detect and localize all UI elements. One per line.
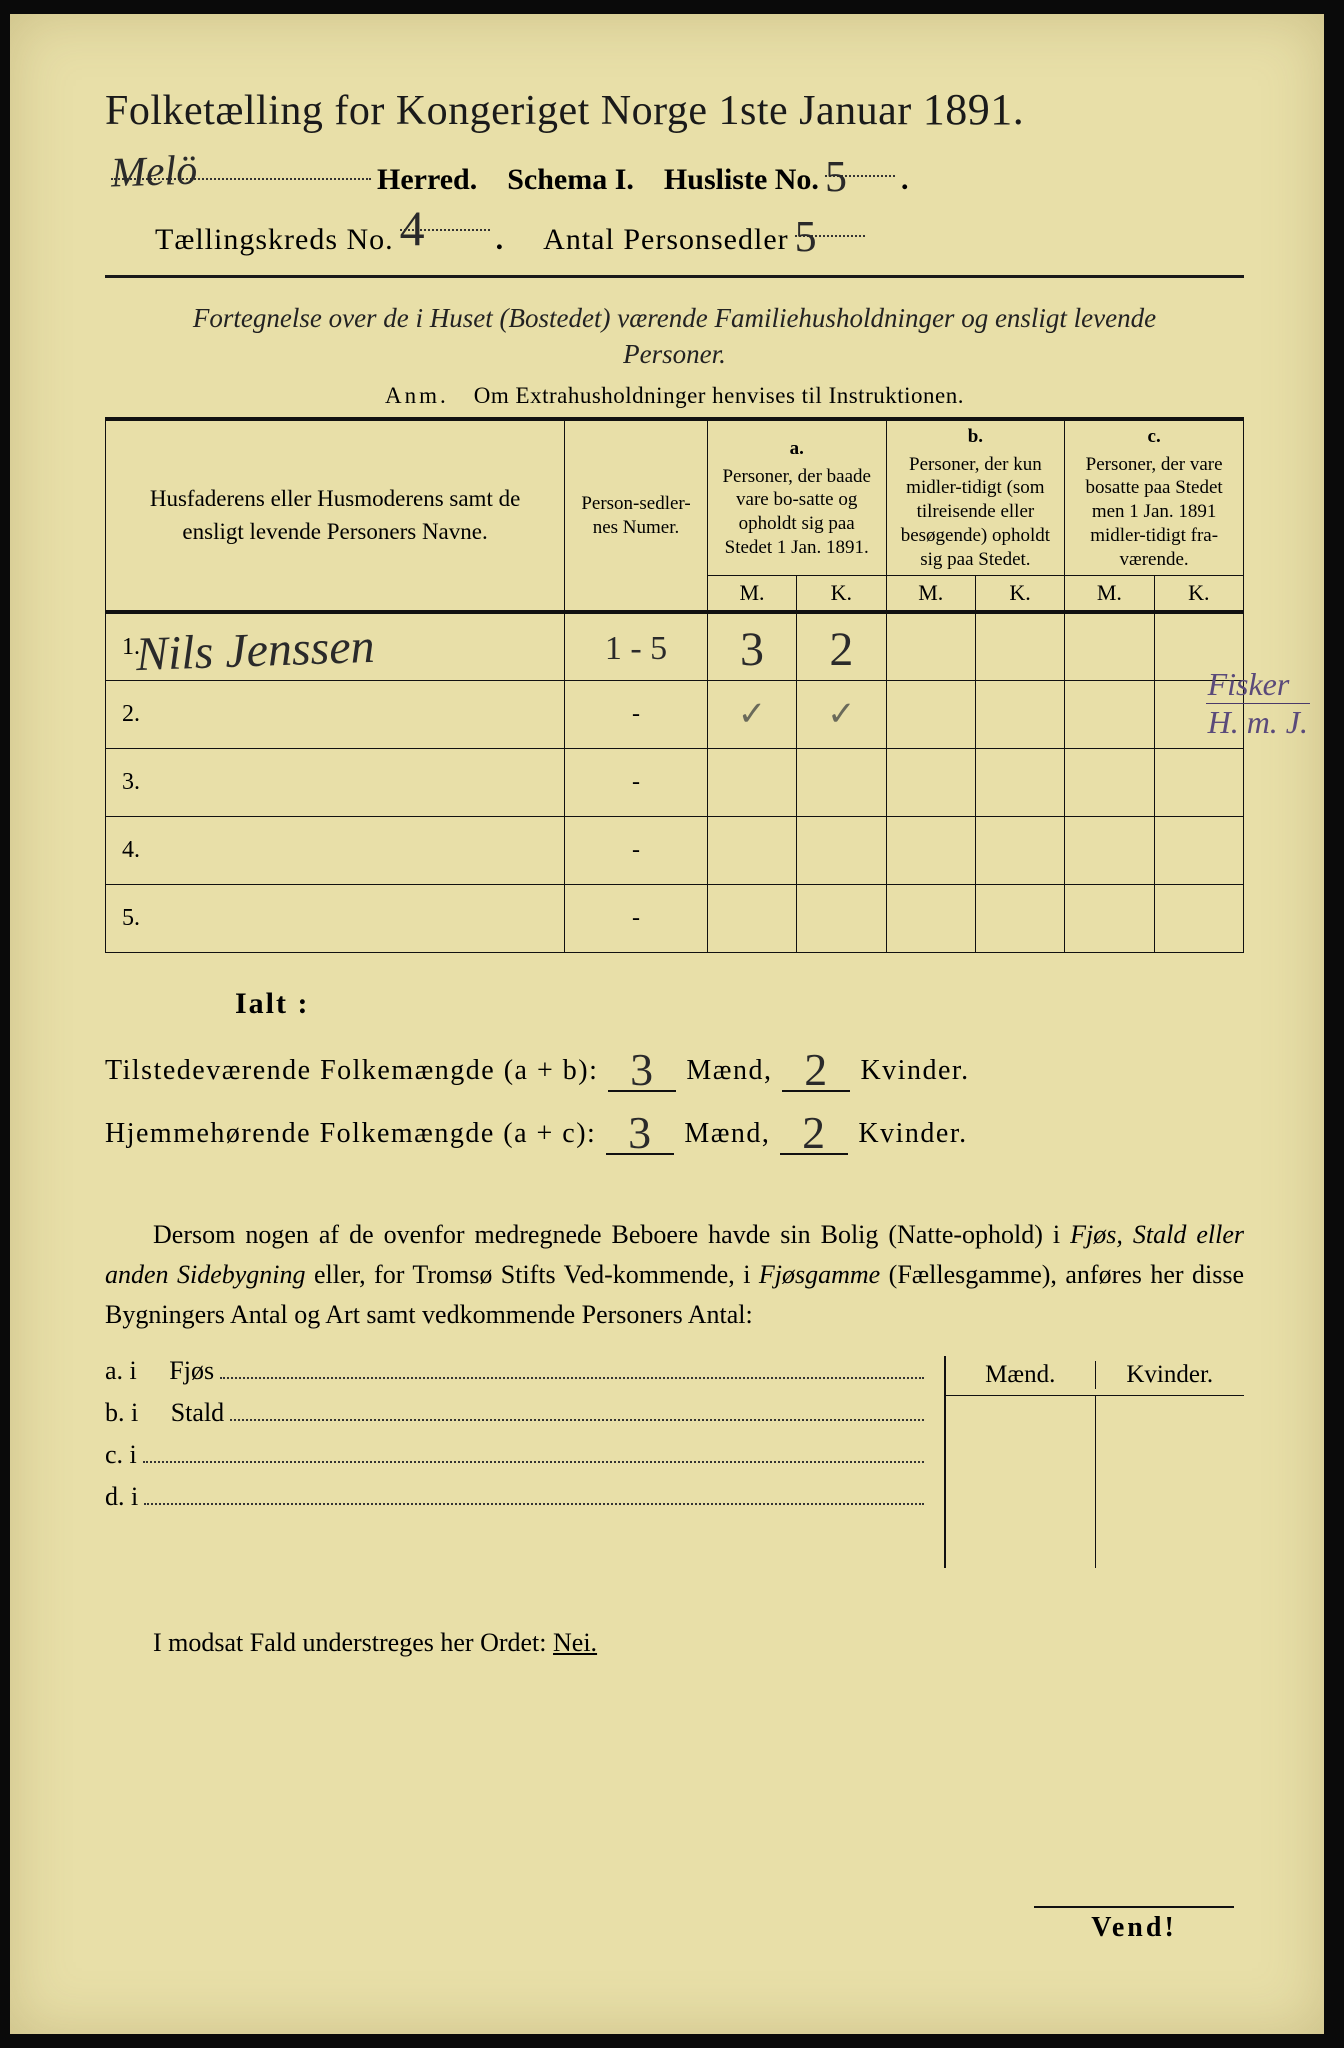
herred-label: Herred. xyxy=(377,163,477,197)
th-b-k: K. xyxy=(975,576,1064,613)
husliste-value: 5 xyxy=(825,151,847,202)
kreds-label: Tællingskreds No. xyxy=(155,223,394,257)
cell-a-m: 3 xyxy=(707,612,796,680)
cell-numer: - xyxy=(565,748,708,816)
bygninger-table: Mænd. Kvinder. xyxy=(944,1356,1244,1568)
bygninger-list: a. i Fjøs b. i Stald c. i d. i xyxy=(105,1356,924,1524)
byg-row: b. i Stald xyxy=(105,1398,924,1440)
th-name: Husfaderens eller Husmoderens samt de en… xyxy=(106,419,565,613)
nej-word: Nei. xyxy=(553,1628,597,1657)
anm-text: Om Extrahusholdninger henvises til Instr… xyxy=(474,383,964,408)
th-c: c. Personer, der vare bosatte paa Stedet… xyxy=(1065,419,1244,576)
cell-b-k xyxy=(975,612,1064,680)
husliste-label: Husliste No. xyxy=(664,163,819,197)
header-line-1: Melö Herred. Schema I. Husliste No. 5 . xyxy=(105,149,1244,197)
modsat-line: I modsat Fald understreges her Ordet: Ne… xyxy=(105,1628,1244,1658)
th-b-m: M. xyxy=(886,576,975,613)
vend-label: Vend! xyxy=(1034,1906,1234,1944)
cell-name: 1. Nils Jenssen xyxy=(106,612,565,680)
total-2-k: 2 xyxy=(780,1100,848,1155)
kreds-field: 4 xyxy=(400,203,490,231)
margin-note-2: H. m. J. xyxy=(1206,704,1310,741)
th-c-k: K. xyxy=(1154,576,1243,613)
cell-name: 5. xyxy=(106,884,565,952)
table-row: 1. Nils Jenssen 1 - 5 3 2 xyxy=(106,612,1244,680)
th-a: a. Personer, der baade vare bo-satte og … xyxy=(707,419,886,576)
byg-maend: Mænd. xyxy=(946,1361,1096,1389)
title-text: Folketælling for Kongeriget Norge 1ste J… xyxy=(105,88,912,134)
total-1-m: 3 xyxy=(608,1037,676,1092)
rule-1 xyxy=(105,275,1244,278)
cell-c-m xyxy=(1065,612,1154,680)
total-line-1: Tilstedeværende Folkemængde (a + b): 3 M… xyxy=(105,1037,1244,1092)
husliste-field: 5 xyxy=(825,149,895,177)
cell-name: 4. xyxy=(106,816,565,884)
cell-a-k: 2 xyxy=(797,612,886,680)
table-body: 1. Nils Jenssen 1 - 5 3 2 2. - ✓ ✓ xyxy=(106,612,1244,952)
byg-head: Mænd. Kvinder. xyxy=(946,1356,1244,1396)
bygninger-block: a. i Fjøs b. i Stald c. i d. i Mænd. Kvi… xyxy=(105,1356,1244,1568)
byg-row: a. i Fjøs xyxy=(105,1356,924,1398)
margin-note: Fisker H. m. J. xyxy=(1206,666,1310,741)
kreds-value: 4 xyxy=(400,199,425,257)
antal-value: 5 xyxy=(795,211,817,262)
cell-numer: 1 - 5 xyxy=(565,612,708,680)
table-row: 4. - xyxy=(106,816,1244,884)
byg-body xyxy=(946,1396,1244,1568)
census-form-page: Folketælling for Kongeriget Norge 1ste J… xyxy=(0,0,1344,2048)
fortegnelse-heading: Fortegnelse over de i Huset (Bostedet) v… xyxy=(165,300,1184,373)
cell-numer: - xyxy=(565,680,708,748)
th-a-m: M. xyxy=(707,576,796,613)
dersom-paragraph: Dersom nogen af de ovenfor medregnede Be… xyxy=(105,1215,1244,1336)
page-title: Folketælling for Kongeriget Norge 1ste J… xyxy=(105,84,1244,135)
cell-name: 2. xyxy=(106,680,565,748)
cell-a-k: ✓ xyxy=(797,680,886,748)
th-a-k: K. xyxy=(797,576,886,613)
kreds-dot: . xyxy=(496,223,504,257)
schema-label: Schema I. xyxy=(507,163,634,197)
total-1-k: 2 xyxy=(782,1037,850,1092)
anm-line: Anm. Om Extrahusholdninger henvises til … xyxy=(105,383,1244,409)
table-row: 3. - xyxy=(106,748,1244,816)
cell-numer: - xyxy=(565,816,708,884)
table-row: 2. - ✓ ✓ xyxy=(106,680,1244,748)
table-row: 5. - xyxy=(106,884,1244,952)
main-table: Husfaderens eller Husmoderens samt de en… xyxy=(105,417,1244,953)
th-numer: Person-sedler-nes Numer. xyxy=(565,419,708,613)
cell-numer: - xyxy=(565,884,708,952)
byg-row: d. i xyxy=(105,1482,924,1524)
husliste-dot: . xyxy=(901,163,909,197)
total-2-m: 3 xyxy=(606,1100,674,1155)
th-b: b. Personer, der kun midler-tidigt (som … xyxy=(886,419,1065,576)
byg-kvinder: Kvinder. xyxy=(1096,1361,1245,1389)
name-value: Nils Jenssen xyxy=(135,619,375,682)
header-line-2: Tællingskreds No. 4 . Antal Personsedler… xyxy=(105,203,1244,257)
herred-value: Melö xyxy=(110,147,198,198)
cell-name: 3. xyxy=(106,748,565,816)
title-year: 1891. xyxy=(923,85,1025,134)
total-line-2: Hjemmehørende Folkemængde (a + c): 3 Mæn… xyxy=(105,1100,1244,1155)
antal-field: 5 xyxy=(795,209,865,237)
ialt-label: Ialt : xyxy=(235,987,1244,1021)
margin-note-1: Fisker xyxy=(1206,666,1310,704)
cell-b-m xyxy=(886,612,975,680)
th-c-m: M. xyxy=(1065,576,1154,613)
herred-field: Melö xyxy=(111,152,371,180)
byg-row: c. i xyxy=(105,1440,924,1482)
cell-a-m: ✓ xyxy=(707,680,796,748)
anm-lead: Anm. xyxy=(385,383,449,408)
antal-label: Antal Personsedler xyxy=(543,223,788,257)
